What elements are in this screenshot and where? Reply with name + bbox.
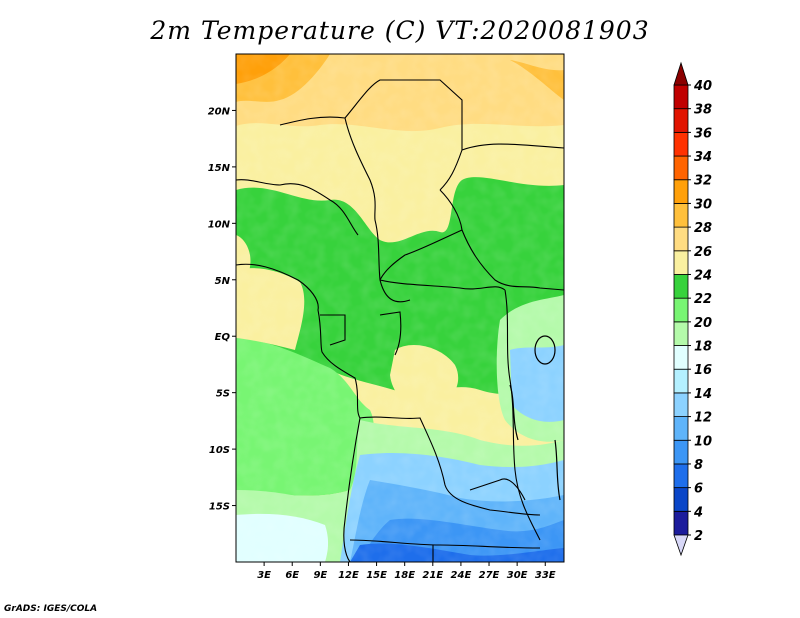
lake-victoria [534, 335, 556, 365]
colorbar-label: 8 [694, 458, 703, 473]
lon-tick-label: 30E [507, 570, 528, 581]
lon-tick-label: 27E [479, 570, 500, 581]
longitude-axis: 3E 6E 9E 12E 15E 18E 21E 24E 27E 30E 33E [257, 562, 556, 581]
colorbar-segment [673, 108, 689, 133]
lon-tick-label: 3E [257, 570, 271, 581]
colorbar-segment [673, 392, 689, 417]
colorbar-label: 32 [694, 174, 712, 189]
colorbar-label: 16 [694, 363, 712, 378]
lat-tick-label: 5S [216, 389, 230, 400]
lat-tick-label: 10N [208, 219, 231, 230]
lon-tick-label: 33E [535, 570, 556, 581]
colorbar-segment [673, 250, 689, 275]
lat-tick-label: EQ [215, 332, 231, 343]
lon-tick-label: 6E [285, 570, 299, 581]
colorbar-label: 26 [694, 245, 712, 260]
colorbar-segment [673, 463, 689, 489]
colorbar-label: 38 [694, 103, 712, 118]
colorbar-label: 14 [694, 387, 712, 402]
lon-tick-label: 18E [394, 570, 415, 581]
colorbar-label: 30 [694, 197, 712, 212]
map-title: 2m Temperature (C) VT:2020081903 [150, 16, 650, 45]
colorbar-segment [673, 203, 689, 228]
lat-tick-label: 5N [215, 276, 231, 287]
colorbar-label: 12 [694, 411, 712, 426]
colorbar-segment [673, 274, 689, 299]
colorbar-label: 28 [694, 221, 712, 236]
lon-tick-label: 9E [313, 570, 327, 581]
colorbar-segment [673, 179, 689, 204]
map-frame [235, 53, 565, 563]
latitude-axis: 20N 15N 10N 5N EQ 5S 10S 15S [208, 106, 236, 513]
colorbar-segment [673, 510, 689, 536]
colorbar-label: 10 [694, 434, 712, 449]
lat-tick-label: 15S [209, 502, 230, 513]
colorbar-label: 20 [694, 316, 712, 331]
colorbar-label: 18 [694, 340, 712, 355]
lake-tanganyika [509, 384, 519, 441]
colorbar-label: 40 [693, 79, 712, 94]
colorbar-segment [673, 155, 689, 181]
colorbar-segment [673, 226, 689, 252]
colorbar-segment [673, 131, 689, 157]
colorbar-label: 22 [694, 292, 712, 307]
lat-tick-label: 15N [208, 163, 231, 174]
colorbar-segment [673, 368, 689, 394]
colorbar-segment [673, 416, 689, 441]
temperature-field [236, 54, 564, 562]
lon-tick-label: 21E [422, 570, 443, 581]
colorbar-label: 2 [694, 529, 703, 544]
lat-tick-label: 10S [209, 445, 230, 456]
lake-malawi [554, 439, 561, 501]
country-boundaries [236, 79, 564, 562]
colorbar-label: 24 [694, 268, 712, 283]
colorbar-label: 4 [693, 505, 703, 520]
grads-credit: GrADS: IGES/COLA [4, 604, 98, 614]
field-texture [236, 54, 564, 562]
lon-tick-label: 24E [451, 570, 472, 581]
colorbar-over-arrow [673, 61, 689, 86]
colorbar-segment [673, 439, 689, 465]
colorbar-segment [673, 297, 689, 323]
colorbar-segment [673, 345, 689, 370]
colorbar-under-arrow [673, 534, 689, 557]
lon-tick-label: 12E [338, 570, 359, 581]
lon-tick-label: 15E [366, 570, 387, 581]
colorbar-segment [673, 321, 689, 346]
colorbar-label: 34 [694, 150, 712, 165]
colorbar-label: 6 [694, 482, 703, 497]
lat-tick-label: 20N [208, 106, 231, 117]
lake-outlines [509, 335, 561, 501]
colorbar-segment [673, 84, 689, 110]
colorbar-segment [673, 487, 689, 512]
colorbar-label: 36 [694, 126, 712, 141]
